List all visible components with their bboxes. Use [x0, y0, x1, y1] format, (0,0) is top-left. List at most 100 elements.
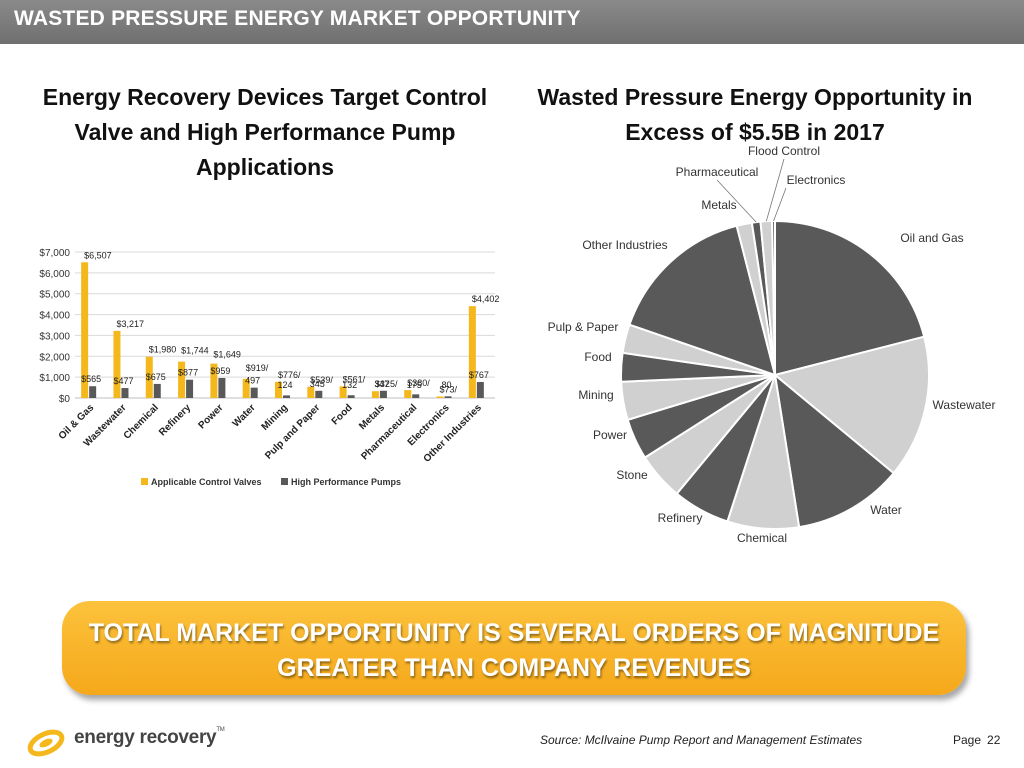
bar-hp-pumps	[186, 379, 194, 398]
bar-value-label: $1,744	[181, 346, 209, 356]
bar-control-valves	[81, 262, 89, 398]
legend-label-hp-pumps: High Performance Pumps	[291, 477, 401, 487]
bar-value-label: $565	[81, 374, 101, 384]
source-note: Source: McIlvaine Pump Report and Manage…	[540, 733, 863, 747]
logo-trademark: TM	[216, 727, 225, 733]
bar-hp-pumps	[315, 390, 323, 398]
legend-swatch-hp-pumps	[281, 478, 288, 485]
pie-slice	[628, 224, 777, 377]
pie-slice-label: Food	[584, 350, 611, 364]
bar-value-label: $539/	[310, 375, 333, 385]
pie-leader-line	[716, 179, 757, 223]
bar-control-valves	[178, 361, 186, 398]
y-tick-label: $5,000	[39, 290, 70, 301]
bar-control-valves	[113, 330, 121, 398]
bar-value-label: $380/	[407, 378, 430, 388]
bar-control-valves	[275, 381, 282, 398]
bar-chart-title: Energy Recovery Devices Target Control V…	[42, 84, 488, 180]
bar-value-label: $675	[146, 372, 166, 382]
bar-hp-pumps	[347, 395, 355, 398]
y-tick-label: $2,000	[39, 352, 70, 363]
page-title: WASTED PRESSURE ENERGY MARKET OPPORTUNIT…	[14, 7, 581, 30]
bar-control-valves	[339, 386, 347, 398]
bar-hp-pumps	[444, 396, 452, 398]
pie-slice-label: Chemical	[737, 531, 787, 545]
bar-value-label: $325/	[375, 379, 398, 389]
bar-value-label: $767	[469, 370, 489, 380]
bar-control-valves	[145, 356, 153, 398]
pie-slice	[772, 335, 930, 475]
energy-recovery-logo-icon	[27, 729, 65, 757]
bar-value-label: $73/	[440, 384, 458, 394]
pie-slice-label: Power	[593, 428, 627, 442]
bar-hp-pumps	[412, 394, 420, 398]
pie-slice-label: Oil and Gas	[900, 231, 963, 245]
y-tick-label: $6,000	[39, 269, 70, 280]
bar-hp-pumps	[379, 390, 387, 398]
pie-slice	[774, 219, 926, 377]
bar-hp-pumps	[121, 388, 129, 398]
pie-slice-label: Metals	[701, 198, 736, 212]
bar-hp-pumps	[89, 386, 97, 398]
bar-control-valves	[242, 378, 250, 398]
pie-slice	[773, 372, 896, 529]
bar-control-valves	[371, 391, 379, 398]
bar-control-valves	[210, 363, 218, 398]
bar-control-valves	[404, 390, 412, 398]
callout-banner: TOTAL MARKET OPPORTUNITY IS SEVERAL ORDE…	[62, 601, 966, 695]
pie-slice-label: Mining	[578, 388, 613, 402]
pie-slice-label: Electronics	[787, 173, 846, 187]
bar-hp-pumps	[283, 395, 290, 398]
bar-value-label: 497	[245, 376, 260, 386]
banner-text: TOTAL MARKET OPPORTUNITY IS SEVERAL ORDE…	[62, 616, 966, 686]
bar-control-valves	[468, 306, 476, 398]
banner-line-1: TOTAL MARKET OPPORTUNITY IS SEVERAL ORDE…	[88, 619, 940, 647]
y-tick-label: $3,000	[39, 331, 70, 342]
pie-slice-label: Flood Control	[748, 144, 820, 158]
bar-value-label: 345	[310, 379, 325, 389]
page-number: Page 22	[953, 733, 1000, 747]
logo-wordmark: energy recovery	[74, 727, 217, 748]
header-bar: WASTED PRESSURE ENERGY MARKET OPPORTUNIT…	[0, 0, 1024, 44]
bar-hp-pumps	[250, 387, 258, 398]
logo-text: energy recoveryTM	[74, 727, 225, 749]
pie-slice-label: Other Industries	[582, 238, 667, 252]
page-number-value: 22	[987, 733, 1001, 747]
bar-value-label: $477	[113, 376, 133, 386]
legend-swatch-control-valves	[141, 478, 148, 485]
pie-slice-label: Refinery	[658, 511, 703, 525]
bar-hp-pumps	[218, 377, 226, 398]
bar-value-label: $877	[178, 368, 198, 378]
pie-slice-label: Stone	[616, 468, 648, 482]
y-tick-label: $1,000	[39, 373, 70, 384]
pie-slice-label: Pharmaceutical	[676, 165, 759, 179]
page-label: Page	[953, 733, 982, 747]
bar-value-label: 80	[442, 380, 452, 390]
pie-chart-title: Wasted Pressure Energy Opportunity in Ex…	[537, 84, 973, 145]
bar-value-label: $919/	[246, 363, 269, 373]
bar-hp-pumps	[153, 383, 161, 398]
pie-slice-label: Pulp & Paper	[548, 320, 619, 334]
bar-hp-pumps	[476, 382, 484, 398]
bar-value-label: $1,649	[213, 350, 241, 360]
bar-value-label: $1,980	[149, 345, 177, 355]
bar-value-label: $561/	[343, 374, 366, 384]
y-tick-label: $4,000	[39, 311, 70, 322]
y-tick-label: $7,000	[39, 248, 70, 259]
bar-control-valves	[307, 386, 315, 398]
pie-slice-label: Water	[870, 503, 902, 517]
bar-control-valves	[436, 396, 444, 398]
bar-value-label: 347	[374, 379, 389, 389]
banner-line-2: GREATER THAN COMPANY REVENUES	[277, 654, 751, 682]
bar-value-label: $776/	[278, 370, 301, 380]
legend-label-control-valves: Applicable Control Valves	[151, 477, 262, 487]
bar-value-label: $3,217	[116, 319, 144, 329]
pie-leader-line	[765, 158, 785, 222]
pie-slice-label: Wastewater	[933, 398, 996, 412]
bar-value-label: $959	[210, 366, 230, 376]
bar-value-label: 132	[342, 380, 357, 390]
bar-value-label: 124	[277, 380, 292, 390]
bar-value-label: 175	[407, 380, 422, 390]
